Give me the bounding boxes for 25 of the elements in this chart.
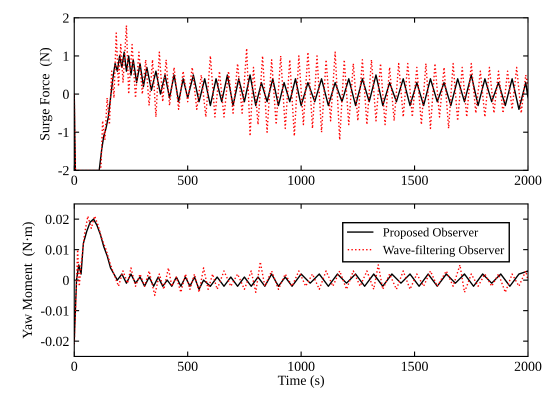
y-axis-title: Surge Force (N) [40, 48, 52, 140]
x-tick-label: 1000 [288, 362, 314, 372]
y-tick-label: 0.02 [46, 214, 69, 224]
y-tick-label: 2 [63, 13, 69, 23]
y-tick-label: -0.02 [40, 336, 69, 346]
x-tick-label: 500 [178, 362, 198, 372]
y-tick-label: 0.01 [46, 245, 69, 255]
x-tick-label: 1000 [288, 176, 314, 185]
legend-label: Wave-filtering Observer [382, 245, 504, 257]
y-tick-label: 0 [62, 276, 69, 286]
y-tick-label: 1 [64, 52, 69, 61]
x-axis-title: Time (s) [278, 375, 324, 388]
x-tick-label: 0 [71, 362, 78, 372]
y-axis-title: Yaw Moment (N·m) [22, 222, 35, 338]
y-tick-label: -2 [58, 166, 69, 176]
legend-label: Proposed Observer [383, 228, 478, 240]
y-tick-label: -0.01 [40, 306, 69, 316]
x-tick-label: 1500 [402, 176, 428, 185]
x-tick-label: 0 [71, 176, 78, 185]
y-tick-label: -1 [58, 128, 69, 138]
x-tick-label: 2000 [514, 176, 542, 185]
x-tick-label: 1500 [402, 362, 428, 372]
y-tick-label: 0 [62, 90, 69, 100]
x-tick-label: 2000 [514, 362, 542, 372]
x-tick-label: 500 [178, 176, 198, 185]
